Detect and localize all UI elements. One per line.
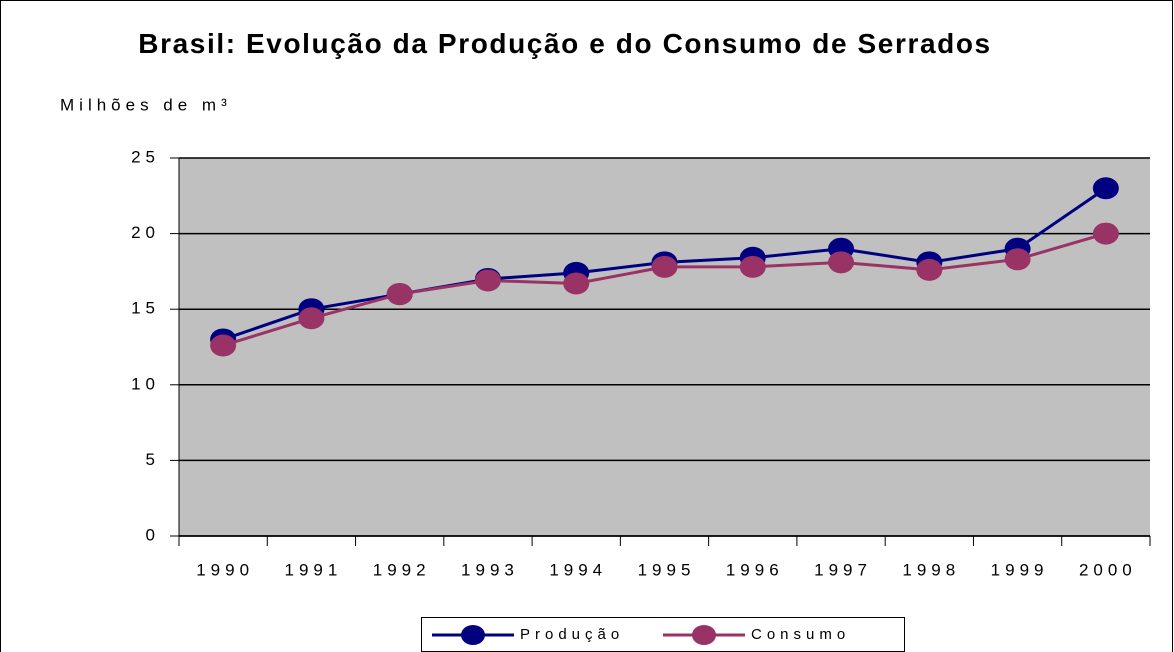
x-tick-label: 1993 <box>461 560 519 579</box>
y-tick-label: 5 <box>146 450 160 469</box>
y-tick-label: 10 <box>131 374 160 393</box>
x-tick-label: 1991 <box>284 560 342 579</box>
y-tick-label: 0 <box>146 525 160 544</box>
marker <box>1092 222 1119 245</box>
x-tick-label: 1996 <box>726 560 784 579</box>
plot-area <box>179 158 1150 536</box>
x-tick-label: 2000 <box>1079 560 1137 579</box>
x-tick-label: 1990 <box>196 560 254 579</box>
marker <box>1092 177 1119 200</box>
marker <box>739 255 766 278</box>
marker <box>298 307 325 330</box>
marker <box>916 258 943 281</box>
y-tick-label: 15 <box>131 299 160 318</box>
x-tick-label: 1994 <box>549 560 607 579</box>
marker <box>563 272 590 295</box>
legend-marker <box>692 625 716 645</box>
marker <box>1004 248 1031 271</box>
legend-label: Produção <box>520 626 624 643</box>
marker <box>210 334 237 357</box>
marker <box>828 251 855 274</box>
y-axis-label: Milhões de m³ <box>60 95 232 114</box>
x-tick-label: 1999 <box>991 560 1049 579</box>
marker <box>386 283 413 306</box>
x-tick-label: 1998 <box>902 560 960 579</box>
chart-title: Brasil: Evolução da Produção e do Consum… <box>138 28 992 59</box>
x-tick-label: 1997 <box>814 560 872 579</box>
legend-label: Consumo <box>751 626 850 643</box>
marker <box>474 269 501 292</box>
y-tick-label: 20 <box>131 223 160 242</box>
marker <box>651 255 678 278</box>
legend-marker <box>461 625 485 645</box>
x-tick-label: 1995 <box>638 560 696 579</box>
x-tick-label: 1992 <box>373 560 431 579</box>
y-tick-label: 25 <box>131 147 160 166</box>
